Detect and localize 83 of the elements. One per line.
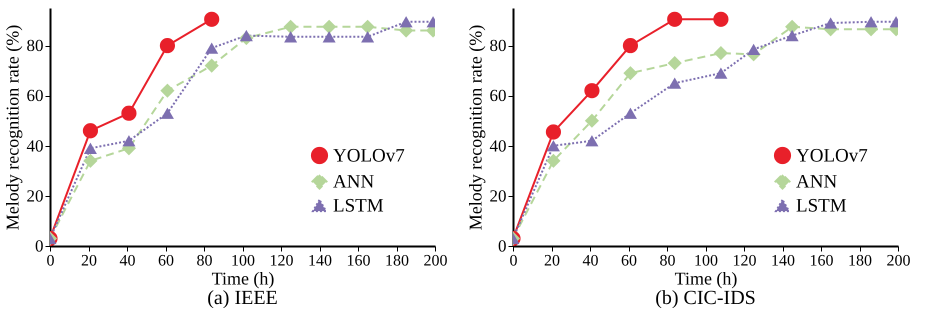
y-axis-title: Melody recognition rate (%) bbox=[2, 24, 22, 230]
point bbox=[623, 66, 638, 80]
point bbox=[546, 140, 560, 152]
point bbox=[204, 58, 219, 73]
y-tick-label: 60 bbox=[26, 86, 44, 106]
y-tick-label: 40 bbox=[490, 136, 506, 156]
x-tick-label: 0 bbox=[46, 252, 54, 270]
legend-label: ANN bbox=[333, 172, 374, 192]
point bbox=[747, 44, 760, 55]
point bbox=[121, 106, 137, 121]
x-axis-title: Time (h) bbox=[674, 268, 738, 288]
x-tick-label: 0 bbox=[510, 252, 518, 270]
legend-label: LSTM bbox=[796, 196, 847, 216]
point bbox=[83, 154, 98, 168]
point bbox=[284, 31, 298, 42]
x-tick-label: 120 bbox=[732, 252, 756, 270]
y-tick-label: 60 bbox=[490, 86, 506, 106]
point bbox=[668, 56, 682, 70]
point bbox=[546, 124, 562, 140]
point bbox=[622, 38, 638, 54]
x-tick-label: 120 bbox=[270, 252, 294, 270]
x-tick-label: 60 bbox=[158, 252, 174, 270]
x-axis-title: Time (h) bbox=[212, 268, 274, 288]
x-tick-label: 20 bbox=[81, 252, 97, 270]
point bbox=[322, 31, 336, 42]
point bbox=[546, 154, 560, 168]
x-tick-label: 180 bbox=[385, 252, 409, 270]
point bbox=[624, 108, 637, 119]
x-tick-label: 80 bbox=[196, 252, 212, 270]
y-tick-label: 40 bbox=[26, 136, 44, 156]
point bbox=[160, 108, 174, 119]
point bbox=[668, 78, 682, 89]
point bbox=[205, 42, 218, 54]
point bbox=[322, 20, 336, 34]
x-tick-label: 100 bbox=[694, 252, 718, 270]
y-tick-label: 0 bbox=[35, 236, 44, 256]
x-tick-label: 200 bbox=[424, 252, 448, 270]
point bbox=[204, 12, 220, 27]
y-tick-label: 0 bbox=[498, 236, 506, 256]
point bbox=[824, 17, 838, 29]
x-tick-label: 140 bbox=[771, 252, 795, 270]
point bbox=[667, 12, 682, 27]
point bbox=[160, 84, 174, 98]
point bbox=[284, 20, 298, 34]
point bbox=[864, 16, 878, 28]
point bbox=[714, 67, 728, 79]
point bbox=[84, 142, 97, 154]
point bbox=[240, 30, 253, 42]
x-tick-label: 160 bbox=[810, 252, 834, 270]
point bbox=[160, 38, 176, 54]
y-axis-title: Melody recognition rate (%) bbox=[466, 24, 486, 230]
y-tick-label: 20 bbox=[26, 186, 44, 206]
x-tick-label: 100 bbox=[231, 252, 255, 270]
point bbox=[82, 123, 98, 138]
point bbox=[584, 83, 600, 98]
point bbox=[786, 30, 799, 42]
x-tick-label: 80 bbox=[660, 252, 676, 270]
text: (b) CIC-IDS bbox=[655, 287, 756, 309]
x-tick-label: 160 bbox=[346, 252, 370, 270]
point bbox=[400, 16, 413, 28]
x-tick-label: 20 bbox=[544, 252, 560, 270]
legend-label: ANN bbox=[796, 172, 838, 192]
point bbox=[713, 12, 728, 27]
legend-label: YOLOv7 bbox=[796, 146, 868, 166]
y-tick-label: 80 bbox=[490, 36, 506, 56]
point bbox=[785, 20, 800, 34]
x-tick-label: 180 bbox=[848, 252, 872, 270]
point bbox=[584, 114, 599, 128]
point bbox=[585, 135, 598, 146]
point bbox=[360, 20, 375, 34]
x-tick-label: 140 bbox=[308, 252, 332, 270]
x-tick-label: 40 bbox=[582, 252, 598, 270]
legend-label: YOLOv7 bbox=[333, 146, 405, 166]
legend-label: LSTM bbox=[333, 196, 384, 216]
x-tick-label: 40 bbox=[120, 252, 136, 270]
point bbox=[714, 46, 728, 60]
point bbox=[122, 135, 136, 146]
text: (a) IEEE bbox=[207, 287, 278, 309]
y-tick-label: 20 bbox=[490, 186, 506, 206]
point bbox=[361, 31, 374, 42]
y-tick-label: 80 bbox=[26, 36, 44, 56]
x-tick-label: 60 bbox=[621, 252, 637, 270]
x-tick-label: 200 bbox=[886, 252, 910, 270]
